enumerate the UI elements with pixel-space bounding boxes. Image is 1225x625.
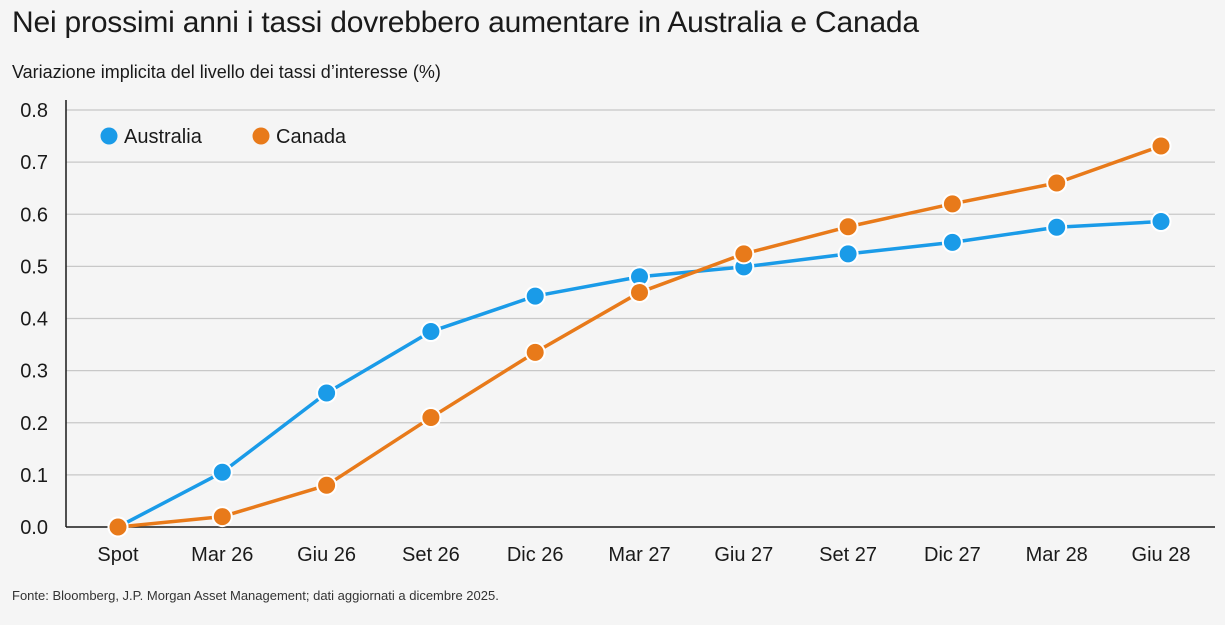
y-tick-label: 0.3 xyxy=(20,361,48,383)
data-point-canada xyxy=(837,216,859,238)
x-tick-label: Mar 28 xyxy=(1026,544,1088,566)
y-tick-label: 0.1 xyxy=(20,465,48,487)
y-tick-label: 0.4 xyxy=(20,309,48,331)
data-point-australia xyxy=(941,231,963,253)
data-point-australia xyxy=(837,243,859,265)
series-lines xyxy=(107,135,1172,538)
data-point-canada xyxy=(629,281,650,303)
legend-label-australia: Australia xyxy=(124,126,203,148)
source-note: Fonte: Bloomberg, J.P. Morgan Asset Mana… xyxy=(12,588,499,603)
x-tick-label: Dic 27 xyxy=(924,544,981,566)
x-tick-label: Set 26 xyxy=(402,544,460,566)
x-tick-label: Set 27 xyxy=(819,544,877,566)
y-tick-label: 0.0 xyxy=(20,517,48,539)
x-tick-label: Mar 26 xyxy=(191,544,253,566)
data-point-canada xyxy=(420,407,442,429)
data-point-australia xyxy=(1150,211,1172,233)
legend-marker-canada xyxy=(252,127,270,145)
data-point-canada xyxy=(941,193,963,215)
chart-subtitle: Variazione implicita del livello dei tas… xyxy=(12,62,441,82)
x-tick-label: Mar 27 xyxy=(608,544,670,566)
y-tick-label: 0.8 xyxy=(20,100,48,122)
legend-label-canada: Canada xyxy=(276,126,347,148)
x-tick-label: Giu 26 xyxy=(297,544,356,566)
y-tick-label: 0.6 xyxy=(20,204,48,226)
x-tick-label: Spot xyxy=(97,544,139,566)
series-line-canada xyxy=(117,144,1162,529)
data-point-australia xyxy=(524,285,546,307)
data-point-australia xyxy=(1046,216,1068,238)
y-tick-label: 0.5 xyxy=(20,256,48,278)
y-axis: 0.0 0.1 0.2 0.3 0.4 0.5 0.6 0.7 0.8 xyxy=(20,100,67,539)
grid-lines xyxy=(66,109,1215,476)
data-point-canada xyxy=(107,516,129,538)
y-tick-label: 0.2 xyxy=(20,413,48,435)
x-tick-label: Giu 27 xyxy=(714,544,773,566)
x-tick-label: Dic 26 xyxy=(507,544,564,566)
y-tick-label: 0.7 xyxy=(20,152,48,174)
data-point-canada xyxy=(211,506,233,528)
x-axis: Spot Mar 26 Giu 26 Set 26 Dic 26 Mar 27 Giu 27… xyxy=(66,526,1215,566)
legend-marker-australia xyxy=(100,127,118,145)
data-point-australia xyxy=(316,382,338,404)
data-point-australia xyxy=(420,321,442,343)
data-point-canada xyxy=(1046,172,1068,194)
x-tick-label: Giu 28 xyxy=(1132,544,1191,566)
data-point-canada xyxy=(316,474,338,496)
data-point-canada xyxy=(733,243,755,265)
legend: Australia Canada xyxy=(100,126,347,148)
data-point-canada xyxy=(1150,135,1172,157)
data-point-australia xyxy=(211,461,233,483)
data-point-canada xyxy=(524,341,546,363)
chart-title: Nei prossimi anni i tassi dovrebbero aum… xyxy=(12,6,919,39)
